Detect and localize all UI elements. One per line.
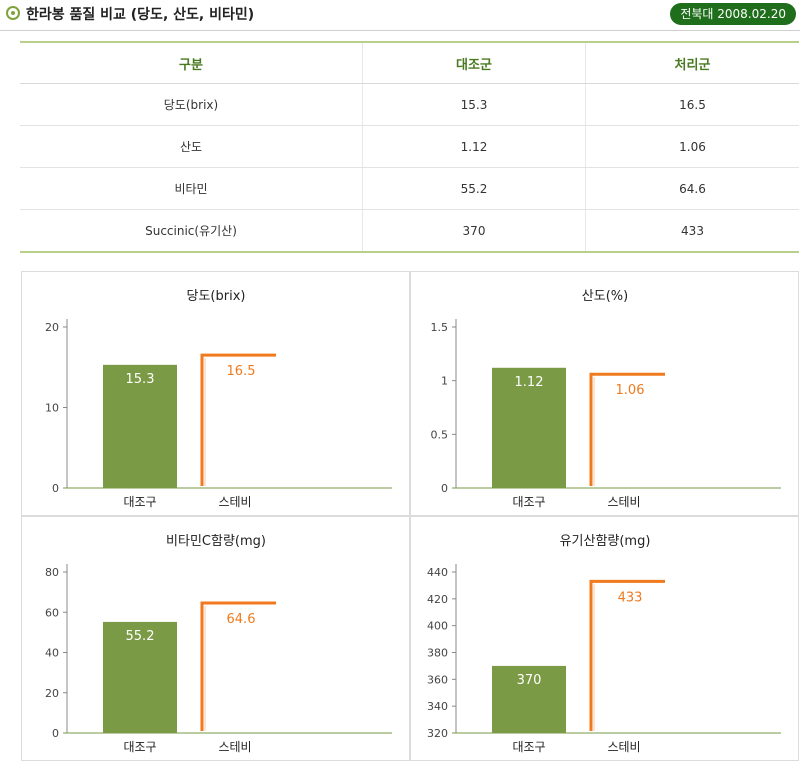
chart-panel-acidity: 산도(%) 0 0.5 1 1.5 1.12 1.06 대조구 스테비: [410, 271, 799, 516]
y-tick-label: 0: [441, 482, 448, 495]
table-row: Succinic(유기산) 370 433: [20, 209, 799, 253]
page-header: 한라봉 품질 비교 (당도, 산도, 비타민) 전북대 2008.02.20: [0, 0, 800, 31]
table-row: 비타민 55.2 64.6: [20, 167, 799, 210]
table-row: 산도 1.12 1.06: [20, 125, 799, 168]
y-tick-label: 360: [427, 673, 448, 686]
page-title: 한라봉 품질 비교 (당도, 산도, 비타민): [26, 7, 255, 23]
y-tick-label: 60: [45, 606, 59, 619]
x-category-label: 스테비: [218, 495, 251, 509]
table-cell: 433: [585, 209, 799, 253]
x-category-label: 스테비: [607, 740, 640, 754]
table-cell: 1.12: [362, 125, 586, 168]
bar-treated: [200, 353, 276, 486]
data-label-treated: 64.6: [227, 612, 256, 627]
x-category-label: 스테비: [607, 495, 640, 509]
data-label-control: 15.3: [126, 372, 155, 387]
data-label-treated: 1.06: [616, 383, 645, 398]
bar-control: [492, 367, 566, 488]
bar-treated: [589, 579, 665, 731]
y-tick-label: 80: [45, 566, 59, 579]
column-header: 대조군: [362, 41, 586, 84]
y-tick-label: 400: [427, 620, 448, 633]
table-cell: 15.3: [362, 83, 586, 126]
bar-control: [492, 665, 566, 733]
table-cell: 64.6: [585, 167, 799, 210]
bullet-icon: [6, 6, 20, 20]
table-cell: 16.5: [585, 83, 799, 126]
column-header: 구분: [20, 41, 363, 84]
y-tick-label: 20: [45, 687, 59, 700]
chart-panel-organic-acid: 유기산함량(mg) 320 340 360 380 400 420 440 370 433 대조구 스…: [410, 516, 799, 761]
comparison-table: 구분 대조군 처리군 당도(brix) 15.3 16.5 산도 1.12 1.…: [20, 41, 799, 253]
data-label-control: 1.12: [515, 375, 544, 390]
chart-title: 당도(brix): [187, 289, 246, 304]
y-tick-label: 20: [45, 321, 59, 334]
column-header: 처리군: [585, 41, 799, 84]
y-tick-label: 340: [427, 700, 448, 713]
y-tick-label: 10: [45, 402, 59, 415]
table-cell: 1.06: [585, 125, 799, 168]
date-badge: 전북대 2008.02.20: [670, 3, 796, 25]
y-tick-label: 420: [427, 593, 448, 606]
table-cell: 55.2: [362, 167, 586, 210]
y-tick-label: 320: [427, 727, 448, 740]
chart-panel-vitamin: 비타민C함량(mg) 0 20 40 60 80 55.2 64.6 대조구 스테비: [21, 516, 410, 761]
bar-control: [103, 621, 177, 733]
bar-treated: [200, 601, 276, 731]
vitamin-chart: 비타민C함량(mg) 0 20 40 60 80 55.2 64.6 대조구 스테비: [45, 534, 392, 754]
bar-treated: [589, 372, 665, 486]
bar-control: [103, 364, 177, 488]
table-cell: Succinic(유기산): [20, 209, 363, 253]
table-header-row: 구분 대조군 처리군: [20, 41, 799, 84]
chart-title: 유기산함량(mg): [560, 534, 651, 549]
x-category-label: 대조구: [512, 495, 545, 509]
y-tick-label: 0: [52, 482, 59, 495]
x-category-label: 대조구: [123, 495, 156, 509]
organic-acid-chart: 유기산함량(mg) 320 340 360 380 400 420 440 370 433 대조구 스…: [427, 534, 781, 754]
y-tick-label: 380: [427, 647, 448, 660]
table-row: 당도(brix) 15.3 16.5: [20, 83, 799, 126]
data-label-treated: 16.5: [227, 364, 256, 379]
chart-panel-sugar: 당도(brix) 0 10 20 15.3 16.5 대조구 스테비: [21, 271, 410, 516]
x-category-label: 스테비: [218, 740, 251, 754]
data-label-treated: 433: [618, 590, 643, 605]
chart-title: 비타민C함량(mg): [166, 534, 266, 549]
acidity-chart: 산도(%) 0 0.5 1 1.5 1.12 1.06 대조구 스테비: [431, 289, 781, 509]
table-cell: 비타민: [20, 167, 363, 210]
y-tick-label: 0.5: [431, 428, 449, 441]
y-tick-label: 1: [441, 375, 448, 388]
sugar-chart: 당도(brix) 0 10 20 15.3 16.5 대조구 스테비: [45, 289, 392, 509]
x-category-label: 대조구: [123, 740, 156, 754]
y-tick-label: 40: [45, 647, 59, 660]
table-cell: 당도(brix): [20, 83, 363, 126]
table-cell: 370: [362, 209, 586, 253]
data-label-control: 55.2: [126, 629, 155, 644]
y-tick-label: 0: [52, 727, 59, 740]
x-category-label: 대조구: [512, 740, 545, 754]
data-label-control: 370: [517, 673, 542, 688]
y-tick-label: 1.5: [431, 321, 449, 334]
chart-title: 산도(%): [582, 289, 628, 304]
table-cell: 산도: [20, 125, 363, 168]
y-tick-label: 440: [427, 566, 448, 579]
